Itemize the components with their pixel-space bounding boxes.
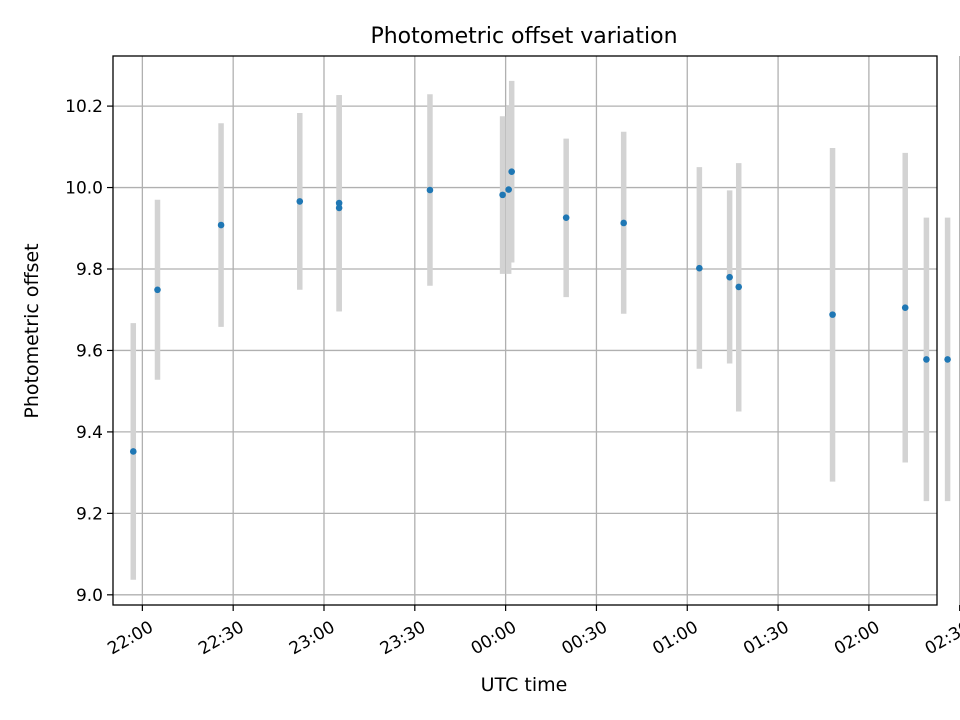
x-tick-label-9: 02:30 xyxy=(922,617,960,659)
data-point-1 xyxy=(154,286,161,294)
y-tick-label-0: 9.0 xyxy=(76,586,103,606)
data-point-18 xyxy=(944,356,951,363)
x-tick-label-1: 22:30 xyxy=(195,617,247,659)
data-point-15 xyxy=(829,311,836,318)
x-tick-label-7: 01:30 xyxy=(740,617,792,659)
data-point-3 xyxy=(296,198,304,205)
data-point-5 xyxy=(335,204,343,212)
data-point-11 xyxy=(620,219,627,227)
data-point-9 xyxy=(508,168,515,175)
y-tick-label-4: 9.8 xyxy=(76,260,103,280)
data-point-0 xyxy=(129,448,137,455)
axes-frame xyxy=(112,55,938,606)
data-point-16 xyxy=(901,304,909,311)
x-tick-label-0: 22:00 xyxy=(104,617,156,659)
y-tick-label-5: 10.0 xyxy=(65,179,103,199)
x-tick-label-6: 01:00 xyxy=(649,617,701,659)
y-tick-label-6: 10.2 xyxy=(65,97,103,117)
x-tick-label-2: 23:00 xyxy=(286,617,338,659)
y-tick-label-2: 9.4 xyxy=(76,423,103,443)
data-point-10 xyxy=(562,214,570,221)
data-point-13 xyxy=(726,273,733,281)
x-axis-label: UTC time xyxy=(481,674,568,696)
y-tick-label-3: 9.6 xyxy=(76,341,103,361)
y-axis-label: Photometric offset xyxy=(21,243,43,418)
data-point-2 xyxy=(217,221,225,229)
chart-title: Photometric offset variation xyxy=(370,24,677,49)
data-point-17 xyxy=(923,356,930,363)
data-point-6 xyxy=(426,186,434,194)
data-point-4 xyxy=(335,199,343,207)
x-tick-label-5: 00:30 xyxy=(559,617,611,659)
data-point-7 xyxy=(499,191,506,199)
data-point-14 xyxy=(735,283,743,291)
data-point-12 xyxy=(696,264,703,272)
plot-area: 22:00 22:30 23:00 23:30 00:00 00:30 01:00 01:30… xyxy=(65,55,960,659)
x-tick-label-4: 00:00 xyxy=(468,617,520,659)
x-tick-label-8: 02:00 xyxy=(831,617,883,659)
data-point-8 xyxy=(505,186,512,193)
x-tick-label-3: 23:30 xyxy=(377,617,429,659)
y-tick-label-1: 9.2 xyxy=(76,504,103,524)
